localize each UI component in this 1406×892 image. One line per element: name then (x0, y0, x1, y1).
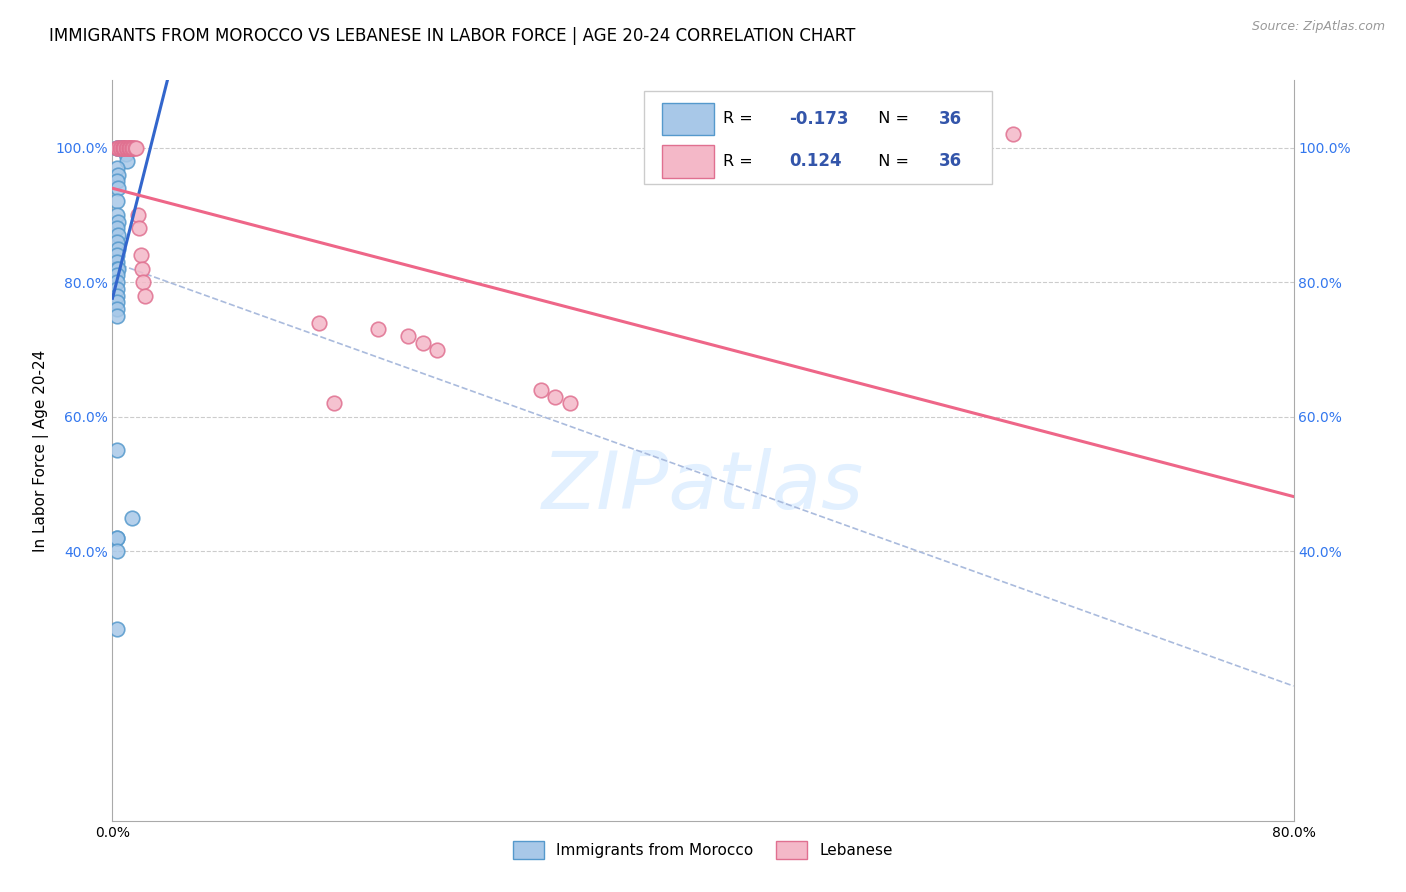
Point (105, 288, 128, 302)
Text: 36: 36 (939, 110, 962, 128)
Point (128, 221, 150, 235)
Point (129, 248, 152, 262)
Text: 0.124: 0.124 (789, 153, 842, 170)
Point (308, 316, 330, 330)
Point (105, 140, 128, 154)
Point (127, 208, 149, 222)
Point (125, 140, 148, 154)
Text: 36: 36 (939, 153, 962, 170)
Point (105, 443, 128, 458)
Text: R =: R = (723, 154, 758, 169)
Point (111, 140, 134, 154)
Point (105, 282, 128, 296)
Point (118, 140, 141, 154)
Point (114, 140, 136, 154)
Point (107, 181, 129, 195)
Point (124, 140, 146, 154)
FancyBboxPatch shape (662, 145, 714, 178)
Text: IMMIGRANTS FROM MOROCCO VS LEBANESE IN LABOR FORCE | AGE 20-24 CORRELATION CHART: IMMIGRANTS FROM MOROCCO VS LEBANESE IN L… (49, 27, 856, 45)
Point (367, 322, 389, 336)
Point (112, 140, 135, 154)
Point (111, 140, 134, 154)
Point (107, 242, 129, 256)
Point (111, 140, 134, 154)
Point (120, 140, 142, 154)
Point (122, 140, 145, 154)
Text: N =: N = (869, 154, 914, 169)
Point (114, 147, 136, 161)
Point (105, 140, 128, 154)
Point (396, 329, 419, 343)
Point (118, 140, 141, 154)
Point (121, 140, 143, 154)
Point (426, 343, 449, 357)
Point (105, 544, 128, 558)
Point (544, 390, 567, 404)
Point (134, 288, 156, 302)
Point (107, 261, 129, 276)
Point (105, 235, 128, 249)
Point (105, 194, 128, 209)
Point (107, 140, 129, 154)
Point (131, 261, 153, 276)
Point (117, 140, 138, 154)
Point (105, 174, 128, 188)
Point (120, 140, 142, 154)
Point (108, 140, 131, 154)
Text: ZIPatlas: ZIPatlas (541, 449, 865, 526)
Text: Source: ZipAtlas.com: Source: ZipAtlas.com (1251, 20, 1385, 33)
Point (132, 275, 155, 289)
Point (107, 168, 129, 182)
Point (112, 140, 135, 154)
Point (105, 295, 128, 310)
Point (105, 261, 128, 276)
Point (323, 396, 346, 410)
Point (105, 208, 128, 222)
Point (558, 396, 582, 410)
Point (411, 335, 433, 350)
Legend: Immigrants from Morocco, Lebanese: Immigrants from Morocco, Lebanese (508, 835, 898, 865)
Point (105, 140, 128, 154)
Point (107, 228, 129, 243)
Point (105, 302, 128, 317)
Text: R =: R = (723, 112, 758, 127)
Text: N =: N = (869, 112, 914, 127)
Point (105, 248, 128, 262)
Point (112, 140, 135, 154)
Point (117, 140, 138, 154)
Point (108, 140, 131, 154)
Point (107, 214, 129, 228)
Point (105, 531, 128, 545)
Point (105, 268, 128, 283)
Y-axis label: In Labor Force | Age 20-24: In Labor Force | Age 20-24 (34, 350, 49, 551)
FancyBboxPatch shape (644, 91, 993, 184)
Point (110, 140, 132, 154)
Point (105, 255, 128, 269)
Point (110, 140, 132, 154)
Point (105, 531, 128, 545)
Point (105, 161, 128, 175)
Point (117, 154, 138, 169)
Point (121, 140, 143, 154)
Point (529, 383, 551, 397)
Point (105, 275, 128, 289)
Point (105, 309, 128, 323)
Point (121, 510, 143, 524)
Point (105, 622, 128, 636)
Point (1001, 127, 1024, 141)
Text: -0.173: -0.173 (789, 110, 849, 128)
FancyBboxPatch shape (662, 103, 714, 136)
Point (105, 221, 128, 235)
